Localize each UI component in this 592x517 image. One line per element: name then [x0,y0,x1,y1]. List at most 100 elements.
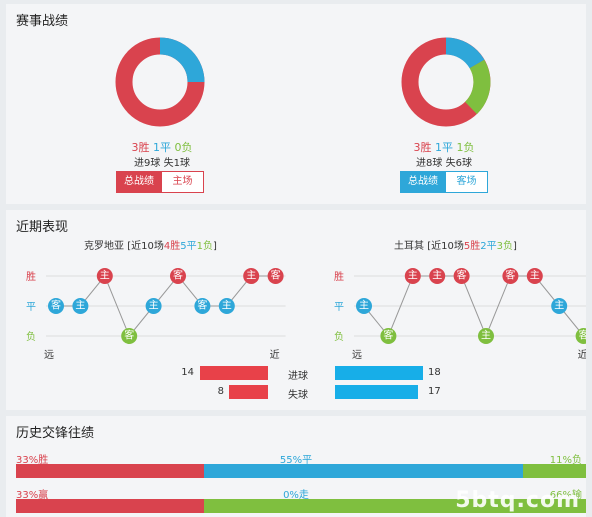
right-win-count: 3胜 [413,141,432,154]
h2h-seg-win [16,499,205,513]
donut-right-loss [464,59,491,115]
form-chart-right: 胜平负主客主主客主客 主主客远近 [334,268,586,360]
left-conceded-bar [228,385,268,399]
h2h-seg-draw [204,464,524,478]
y-label-loss: 负 [26,330,36,343]
h2h-panel: 历史交锋往绩 33%胜 55%平 11%负 33%赢 0%走 66%输 5btq… [6,416,586,517]
right-goals-bar [335,366,423,380]
form-node-venue: 客 [173,269,183,282]
form-node-venue: 主 [149,300,159,312]
form-node [429,268,446,284]
form-node-venue: 客 [197,299,207,312]
donut-left [115,37,205,127]
form-node [575,328,586,344]
left-team-summary: 克罗地亚 [近10场4胜5平1负] [84,241,217,252]
right-loss-count: 1负 [456,141,475,154]
right-goals-value: 18 [428,367,441,378]
form-node-venue: 主 [75,300,85,312]
h2h-row1-right: 11%负 [549,455,582,466]
h2h-seg-loss [204,499,586,513]
record-panel: 赛事战绩 3胜 1平 0负 进9球 失1球 总战绩 主场 3胜 1平 1负 进8… [6,4,586,204]
form-node [72,298,89,314]
form-line [56,275,276,337]
form-node [453,268,470,284]
form-node-venue: 主 [100,270,110,282]
form-node-venue: 客 [383,329,393,342]
right-conceded-bar [335,385,419,399]
recent-panel: 近期表现 克罗地亚 [近10场4胜5平1负] 土耳其 [近10场5胜2平3负] … [6,210,586,410]
conceded-label: 失球 [288,390,308,401]
form-chart-left: 胜平负客 主主客主客客 主主 客远近 [26,268,286,360]
left-loss-count: 0负 [174,141,193,154]
form-node-venue: 主 [432,270,442,282]
goals-label: 进球 [288,371,308,382]
right-wdl: 3胜 1平 1负 [404,139,484,155]
h2h-title: 历史交锋往绩 [16,426,95,441]
form-node [218,298,235,314]
form-node [194,298,211,314]
right-team-name: 土耳其 [394,241,424,252]
left-goals: 进9球 失1球 [134,158,190,169]
form-node-venue: 客 [124,329,134,342]
form-node-venue: 主 [554,300,564,312]
left-tab-total[interactable]: 总战绩 [116,171,162,193]
left-tab-home[interactable]: 主场 [161,171,204,193]
form-node-venue: 主 [246,270,256,282]
left-goals-bar [199,366,268,380]
form-line [363,275,584,338]
watermark: 5btq.com [455,488,580,513]
form-node [243,268,260,284]
form-node-venue: 客 [51,299,61,312]
h2h-seg-loss [523,464,586,478]
h2h-row1-mid: 55%平 [279,455,313,466]
form-node-venue: 主 [408,270,418,282]
h2h-seg-win [16,464,205,478]
x-label-near: 近 [270,348,280,360]
right-team-summary: 土耳其 [近10场5胜2平3负] [394,241,517,252]
right-tab-total[interactable]: 总战绩 [400,171,446,193]
form-node [551,298,568,314]
h2h-row2-bar [16,499,586,513]
x-label-far: 远 [44,349,54,360]
h2h-row2-left: 33%赢 [16,490,49,501]
form-node-venue: 客 [579,329,586,342]
donut-left-draw [159,37,205,83]
form-node-venue: 主 [530,270,540,282]
y-label-loss: 负 [334,330,344,343]
right-tab-away[interactable]: 客场 [445,171,488,193]
form-node-venue: 客 [505,269,515,282]
form-node [170,268,186,284]
form-node [478,328,494,344]
form-node [502,268,519,284]
form-node [356,298,372,314]
form-node [380,328,397,344]
form-node [121,328,138,344]
h2h-row2-mid: 0%走 [283,490,309,501]
x-label-near: 近 [578,348,586,360]
donut-right [401,37,491,127]
recent-title: 近期表现 [16,220,69,235]
left-team-name: 克罗地亚 [84,241,124,252]
right-goals: 进8球 失6球 [416,158,472,169]
h2h-row1-left: 33%胜 [16,455,49,466]
right-conceded-value: 17 [428,386,441,397]
form-node-venue: 客 [457,269,467,282]
y-label-win: 胜 [26,271,36,283]
form-node [96,268,113,284]
h2h-row2-right: 66%输 [549,490,582,501]
left-conceded-value: 8 [217,386,224,397]
h2h-row1-bar [16,464,586,478]
right-draw-count: 1平 [435,141,453,154]
left-win-count: 3胜 [131,141,150,154]
form-node [526,268,543,284]
y-label-draw: 平 [334,302,344,313]
donut-right-draw [445,37,485,69]
form-node [267,268,284,284]
record-title: 赛事战绩 [16,14,69,29]
form-node [48,298,64,314]
form-node-venue: 主 [481,330,491,342]
form-node-venue: 主 [359,300,369,312]
form-node [404,268,421,284]
left-goals-value: 14 [181,367,194,378]
left-draw-count: 1平 [153,141,171,154]
